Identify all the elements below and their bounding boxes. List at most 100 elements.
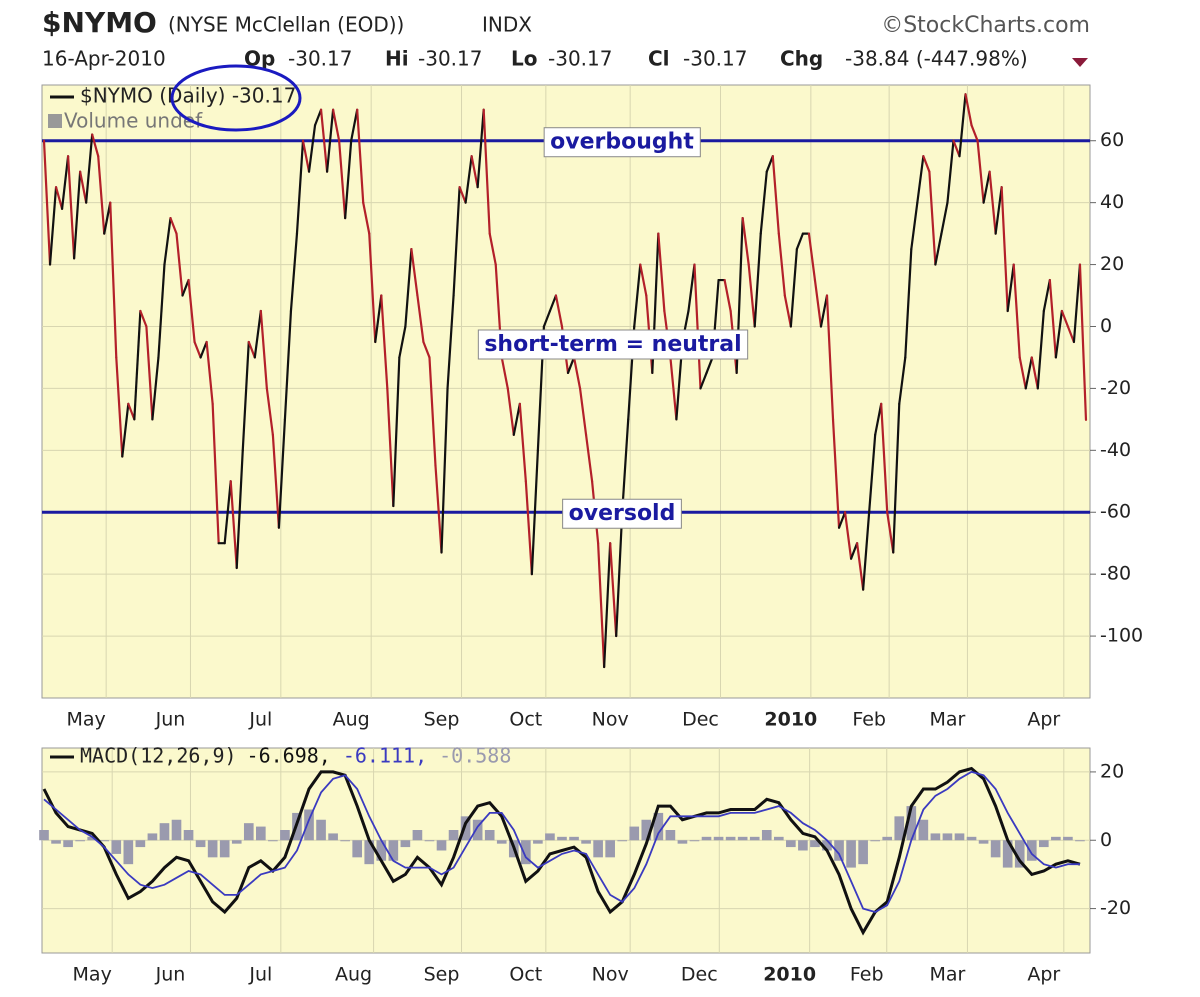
price-segment	[699, 371, 708, 390]
x-tick-label: Mar	[930, 964, 966, 986]
price-segment	[1042, 278, 1051, 313]
histogram-bar	[352, 840, 363, 858]
histogram-bar	[557, 836, 567, 841]
price-segment	[115, 356, 124, 458]
price-segment	[103, 201, 112, 235]
legend-label: $NYMO (Daily) -30.17	[80, 84, 296, 108]
x-tick-label: Sep	[424, 709, 460, 731]
histogram-bar	[882, 836, 893, 841]
price-segment	[121, 402, 130, 458]
x-tick-label: Oct	[509, 709, 542, 731]
high-label: Hi	[385, 47, 409, 71]
x-tick-label: Apr	[1027, 709, 1060, 731]
price-segment	[356, 108, 365, 204]
plots: -100 -80 -60 -40 -20 0 20 40 60 May Jun Jul Aug Sep Oc…	[39, 84, 1143, 986]
price-segment	[199, 340, 208, 359]
histogram-bar	[207, 840, 218, 858]
histogram-bar	[436, 840, 447, 851]
histogram-bar	[942, 833, 953, 841]
x-tick-label: Feb	[850, 964, 884, 986]
histogram-bar	[701, 836, 712, 841]
price-segment	[994, 186, 1003, 235]
x-tick-label: Jun	[155, 709, 186, 731]
histogram-bar	[725, 836, 736, 841]
price-segment	[338, 139, 347, 220]
annotation: short-term = neutral	[484, 332, 741, 357]
histogram-bar	[810, 840, 820, 848]
price-segment	[91, 133, 100, 158]
histogram-bar	[990, 840, 1001, 858]
volume-icon	[48, 114, 62, 128]
histogram-bar	[219, 840, 230, 858]
histogram-bar	[400, 840, 411, 848]
histogram-bar	[521, 840, 531, 865]
close: -30.17	[683, 47, 747, 71]
histogram-bar	[629, 826, 640, 841]
price-segment	[934, 232, 943, 266]
price-segment	[253, 309, 262, 359]
histogram-bar	[135, 840, 146, 848]
price-segment	[42, 139, 52, 266]
price-segment	[223, 480, 232, 545]
x-tick-label: Feb	[852, 709, 886, 731]
price-segment	[771, 155, 780, 235]
x-tick-label: Nov	[592, 709, 629, 731]
price-segment	[1030, 356, 1039, 390]
low: -30.17	[548, 47, 612, 71]
price-segment	[572, 356, 582, 390]
price-segment	[271, 433, 280, 529]
x-tick-label: Jul	[248, 709, 272, 731]
price-segment	[404, 247, 413, 328]
price-segment	[368, 232, 377, 344]
histogram-bar	[460, 816, 471, 841]
price-segment	[530, 449, 539, 576]
price-segment	[139, 309, 148, 328]
price-segment	[265, 387, 274, 436]
price-segment	[892, 402, 901, 554]
price-segment	[904, 247, 913, 359]
price-segment	[446, 294, 455, 390]
price-segment	[464, 155, 473, 204]
close-label: Cl	[648, 47, 670, 71]
price-segment	[247, 340, 256, 359]
x-tick-label: 2010	[764, 709, 817, 731]
legend-value: -6.111,	[343, 744, 427, 768]
price-segment	[235, 449, 244, 570]
histogram-bar	[256, 826, 266, 841]
label-box	[562, 498, 682, 529]
histogram-bar	[388, 840, 399, 861]
histogram-bar	[761, 830, 772, 841]
price-segment	[380, 294, 389, 390]
histogram-bar	[918, 819, 929, 841]
price-segment	[928, 170, 937, 266]
price-segment	[175, 232, 184, 297]
histogram-bar	[171, 819, 182, 841]
y-tick-label: -100	[1100, 625, 1143, 647]
price-segment	[578, 387, 588, 436]
price-segment	[584, 433, 594, 483]
price-segment	[145, 325, 154, 421]
price-segment	[187, 278, 196, 344]
legend-label: MACD(12,26,9)	[80, 744, 237, 768]
price-segment	[1048, 278, 1057, 359]
x-tick-label: Dec	[682, 709, 719, 731]
price-segment	[193, 340, 202, 359]
price-segment	[151, 356, 160, 421]
histogram-bar	[545, 833, 555, 841]
histogram-bar	[1002, 840, 1013, 868]
y-tick-label: 40	[1100, 191, 1124, 213]
histogram-bar	[533, 840, 543, 844]
price-segment	[916, 155, 925, 204]
price-segment	[777, 232, 786, 297]
x-tick-label: Dec	[681, 964, 718, 986]
price-segment	[295, 139, 305, 235]
price-segment	[880, 402, 889, 514]
highlight-circle	[170, 64, 302, 132]
histogram-bar	[689, 840, 700, 842]
histogram-bar	[448, 830, 459, 841]
low-label: Lo	[511, 47, 537, 71]
symbol: $NYMO	[42, 6, 157, 39]
histogram-bar	[1026, 840, 1037, 861]
x-tick-label: Aug	[333, 709, 370, 731]
histogram-bar	[846, 840, 856, 868]
